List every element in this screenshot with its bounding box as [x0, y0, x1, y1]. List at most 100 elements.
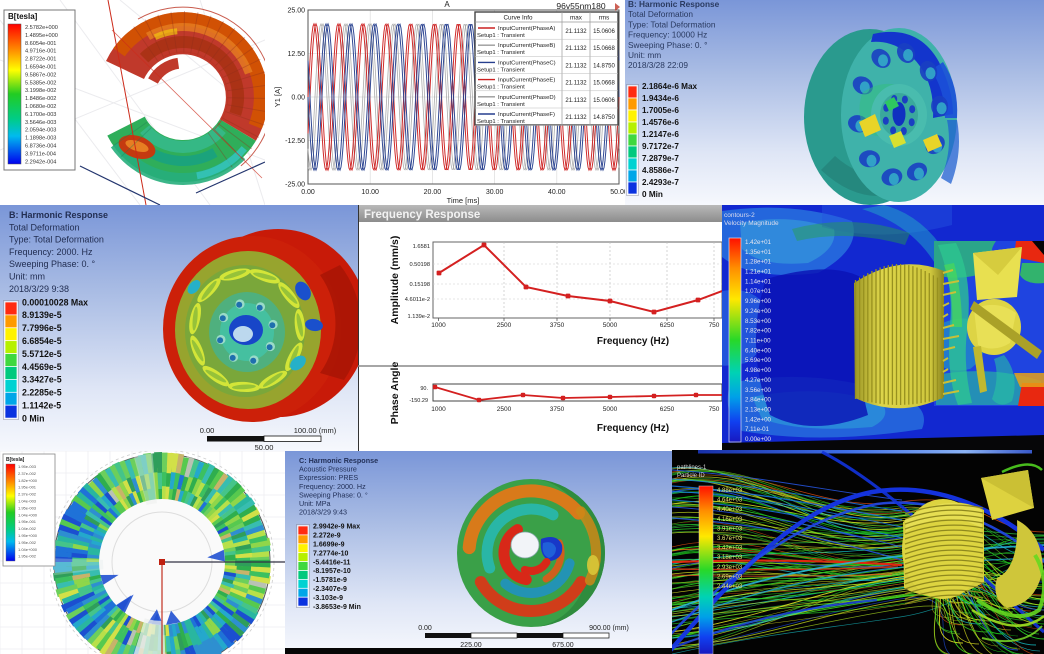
svg-text:1.95e+000: 1.95e+000 [18, 533, 38, 538]
svg-text:Phase Angle: Phase Angle [389, 362, 401, 425]
svg-text:4.8586e-7: 4.8586e-7 [642, 166, 679, 175]
svg-text:-3.8653e-9 Min: -3.8653e-9 Min [313, 604, 361, 611]
svg-text:14.8750: 14.8750 [593, 63, 615, 69]
svg-text:15.0668: 15.0668 [593, 46, 615, 52]
svg-text:1.42e+01: 1.42e+01 [745, 239, 772, 246]
svg-text:6.40e+00: 6.40e+00 [745, 347, 772, 354]
svg-text:750: 750 [709, 322, 720, 329]
svg-text:B: Harmonic Response: B: Harmonic Response [9, 210, 108, 220]
svg-text:2.37e-002: 2.37e-002 [18, 471, 37, 476]
svg-text:2.4293e-7: 2.4293e-7 [642, 178, 679, 187]
svg-text:6.6854e-5: 6.6854e-5 [22, 336, 62, 346]
svg-text:Frequency: 2000. Hz: Frequency: 2000. Hz [9, 247, 93, 257]
svg-text:1.4895e+000: 1.4895e+000 [25, 33, 58, 39]
svg-text:21.1132: 21.1132 [565, 115, 587, 121]
svg-text:Total Deformation: Total Deformation [9, 222, 80, 232]
svg-text:1.139e-2: 1.139e-2 [408, 314, 430, 320]
svg-text:1.95e-003: 1.95e-003 [18, 464, 37, 469]
svg-text:Setup1 : Transient: Setup1 : Transient [477, 67, 525, 73]
svg-text:InputCurrent(PhaseD): InputCurrent(PhaseD) [498, 95, 556, 101]
svg-text:1.82e+000: 1.82e+000 [18, 478, 38, 483]
svg-text:21.1132: 21.1132 [565, 46, 587, 52]
svg-text:4.27e+00: 4.27e+00 [745, 377, 772, 384]
svg-text:5000: 5000 [603, 406, 618, 413]
svg-text:Setup1 : Transient: Setup1 : Transient [477, 50, 525, 56]
svg-text:9.5867e-002: 9.5867e-002 [25, 72, 56, 78]
svg-text:Frequency (Hz): Frequency (Hz) [597, 336, 669, 347]
svg-text:1.95e-002: 1.95e-002 [18, 540, 37, 545]
svg-text:90.: 90. [420, 386, 428, 392]
svg-text:Type: Total Deformation: Type: Total Deformation [9, 235, 104, 245]
svg-text:225.00: 225.00 [460, 642, 482, 649]
svg-text:1000: 1000 [431, 406, 446, 413]
svg-text:4.98e+00: 4.98e+00 [745, 367, 772, 374]
svg-text:0.00010028 Max: 0.00010028 Max [22, 297, 88, 307]
svg-text:Y1 [A]: Y1 [A] [273, 87, 282, 107]
svg-text:2.84e+00: 2.84e+00 [745, 397, 772, 404]
svg-text:2.13e+00: 2.13e+00 [745, 406, 772, 413]
svg-text:2.5782e+000: 2.5782e+000 [25, 25, 58, 31]
svg-text:4.64e+03: 4.64e+03 [717, 498, 743, 504]
svg-text:8.9139e-5: 8.9139e-5 [22, 310, 62, 320]
svg-text:3.3427e-5: 3.3427e-5 [22, 375, 62, 385]
svg-text:1.4576e-6: 1.4576e-6 [642, 118, 679, 127]
svg-text:1.7005e-6: 1.7005e-6 [642, 106, 679, 115]
svg-text:2.0594e-003: 2.0594e-003 [25, 128, 56, 134]
svg-text:1.9434e-6: 1.9434e-6 [642, 94, 679, 103]
svg-text:10.00: 10.00 [361, 189, 379, 196]
svg-text:96v55nm180: 96v55nm180 [556, 1, 605, 11]
svg-text:1.1898e-003: 1.1898e-003 [25, 136, 56, 142]
svg-text:3.42e+03: 3.42e+03 [717, 546, 743, 552]
svg-text:8.6054e-001: 8.6054e-001 [25, 41, 56, 47]
svg-text:7.7996e-5: 7.7996e-5 [22, 323, 62, 333]
svg-text:2018/3/28 22:09: 2018/3/28 22:09 [628, 60, 688, 70]
svg-text:9.96e+00: 9.96e+00 [745, 298, 772, 305]
svg-text:14.8750: 14.8750 [593, 115, 615, 121]
svg-text:100.00 (mm): 100.00 (mm) [294, 426, 337, 435]
svg-text:4.9716e-001: 4.9716e-001 [25, 49, 56, 55]
svg-text:0.00: 0.00 [200, 426, 215, 435]
svg-text:-12.50: -12.50 [285, 138, 305, 145]
svg-text:1.95e-001: 1.95e-001 [18, 519, 37, 524]
svg-text:2.8722e-001: 2.8722e-001 [25, 57, 56, 63]
svg-text:9.24e+00: 9.24e+00 [745, 308, 772, 315]
svg-text:Unit: mm: Unit: mm [628, 50, 661, 60]
svg-text:0.00e+00: 0.00e+00 [745, 436, 772, 443]
svg-text:2.1864e-6 Max: 2.1864e-6 Max [642, 82, 698, 91]
svg-text:3.91e+03: 3.91e+03 [717, 526, 743, 532]
svg-text:1.04e-003: 1.04e-003 [18, 499, 37, 504]
svg-text:6.1700e-003: 6.1700e-003 [25, 112, 56, 118]
svg-text:2.44e+03: 2.44e+03 [717, 584, 743, 590]
svg-text:2500: 2500 [497, 322, 512, 329]
svg-text:1.95e-003: 1.95e-003 [18, 505, 37, 510]
svg-text:1.04e-002: 1.04e-002 [18, 526, 37, 531]
svg-text:750: 750 [709, 406, 720, 413]
svg-text:1000: 1000 [431, 322, 446, 329]
svg-text:InputCurrent(PhaseB): InputCurrent(PhaseB) [498, 43, 555, 49]
svg-text:-8.1957e-10: -8.1957e-10 [313, 568, 351, 575]
svg-text:2.2942e-004: 2.2942e-004 [25, 159, 56, 165]
svg-text:0.00: 0.00 [291, 95, 305, 102]
svg-text:7.2774e-10: 7.2774e-10 [313, 550, 349, 557]
svg-text:Curve Info: Curve Info [503, 15, 533, 22]
svg-text:InputCurrent(PhaseA): InputCurrent(PhaseA) [498, 26, 555, 32]
svg-text:30.00: 30.00 [486, 189, 504, 196]
svg-text:21.1132: 21.1132 [565, 63, 587, 69]
svg-text:B: Harmonic Response: B: Harmonic Response [628, 0, 720, 9]
svg-text:0.00: 0.00 [301, 189, 315, 196]
svg-text:Setup1 : Transient: Setup1 : Transient [477, 119, 525, 125]
svg-text:1.6699e-9: 1.6699e-9 [313, 542, 345, 549]
svg-text:Type: Total Deformation: Type: Total Deformation [628, 19, 716, 29]
svg-text:1.42e+00: 1.42e+00 [745, 416, 772, 423]
svg-text:0.15198: 0.15198 [409, 282, 430, 288]
svg-text:3.1998e-002: 3.1998e-002 [25, 88, 56, 94]
svg-text:20.00: 20.00 [424, 189, 442, 196]
svg-text:15.0606: 15.0606 [593, 29, 615, 35]
svg-text:4.40e+03: 4.40e+03 [717, 507, 743, 513]
svg-text:Velocity Magnitude: Velocity Magnitude [724, 220, 779, 227]
svg-text:2018/3/29 9:38: 2018/3/29 9:38 [9, 284, 69, 294]
svg-text:0 Min: 0 Min [22, 413, 44, 423]
svg-text:3.18e+03: 3.18e+03 [717, 555, 743, 561]
svg-text:1.1142e-5: 1.1142e-5 [22, 401, 61, 411]
svg-text:7.82e+00: 7.82e+00 [745, 328, 772, 335]
